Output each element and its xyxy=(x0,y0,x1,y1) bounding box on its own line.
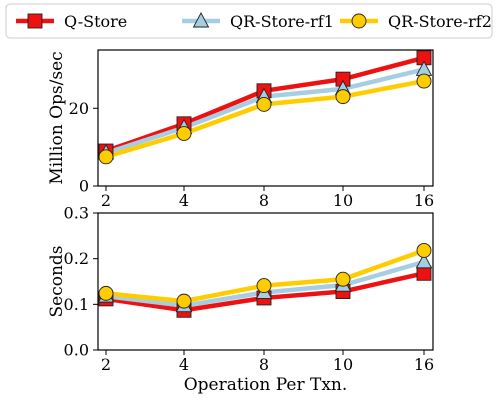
legend-marker xyxy=(351,13,367,29)
data-point xyxy=(176,126,192,141)
legend-item: Q-Store xyxy=(16,12,127,31)
x-tick-label: 10 xyxy=(333,355,353,374)
legend-label: QR-Store-rf1 xyxy=(230,12,334,31)
x-tick-label: 10 xyxy=(333,191,353,210)
chart-panel-2: 0.0 0.1 0.2 0.3 2 4 8 10 16 Seconds Operation Per … xyxy=(47,204,434,396)
data-point xyxy=(335,89,351,105)
y-tick-label: 0 xyxy=(79,177,89,196)
data-point xyxy=(176,293,192,309)
data-point xyxy=(416,242,432,258)
y-axis-label: Seconds xyxy=(47,245,67,317)
y-axis-label: Million Ops/sec xyxy=(47,51,67,184)
x-tick-label: 8 xyxy=(259,355,269,374)
data-point xyxy=(415,252,433,269)
legend-marker xyxy=(27,13,43,29)
x-axis-label: Operation Per Txn. xyxy=(184,375,348,395)
legend-item: QR-Store-rf1 xyxy=(182,12,334,31)
series-markers-qr-store-rf2 xyxy=(98,73,432,165)
y-tick-label: 0.1 xyxy=(64,295,89,314)
data-point xyxy=(416,265,432,281)
legend-label: Q-Store xyxy=(64,12,127,31)
legend-label: QR-Store-rf2 xyxy=(388,12,492,31)
x-tick-label: 16 xyxy=(414,191,434,210)
legend: Q-Store QR-Store-rf1 QR-Store-rf2 xyxy=(5,3,493,39)
series-markers-qr-store-rf2 xyxy=(98,242,432,309)
data-point xyxy=(98,285,114,301)
y-tick-label: 0.3 xyxy=(64,204,89,223)
legend-box xyxy=(5,3,493,39)
y-tick-label: 0.2 xyxy=(64,249,89,268)
data-point xyxy=(256,278,272,294)
data-point xyxy=(98,149,114,165)
plot-frame xyxy=(97,212,434,351)
x-tick-label: 4 xyxy=(179,355,189,374)
legend-item: QR-Store-rf2 xyxy=(340,12,492,31)
x-tick-label: 16 xyxy=(414,355,434,374)
x-tick-label: 4 xyxy=(179,191,189,210)
y-tick-label: 0.0 xyxy=(64,341,89,360)
data-point xyxy=(335,271,351,287)
x-tick-label: 2 xyxy=(101,355,111,374)
data-point xyxy=(256,96,272,112)
x-tick-label: 2 xyxy=(101,191,111,210)
plot-frame xyxy=(97,49,434,187)
y-tick-label: 20 xyxy=(69,99,89,118)
chart-panel-1: 0 20 2 4 8 10 16 Million Ops/sec xyxy=(47,49,434,210)
legend-marker xyxy=(192,12,210,28)
data-point xyxy=(416,73,432,89)
x-tick-label: 8 xyxy=(259,191,269,210)
